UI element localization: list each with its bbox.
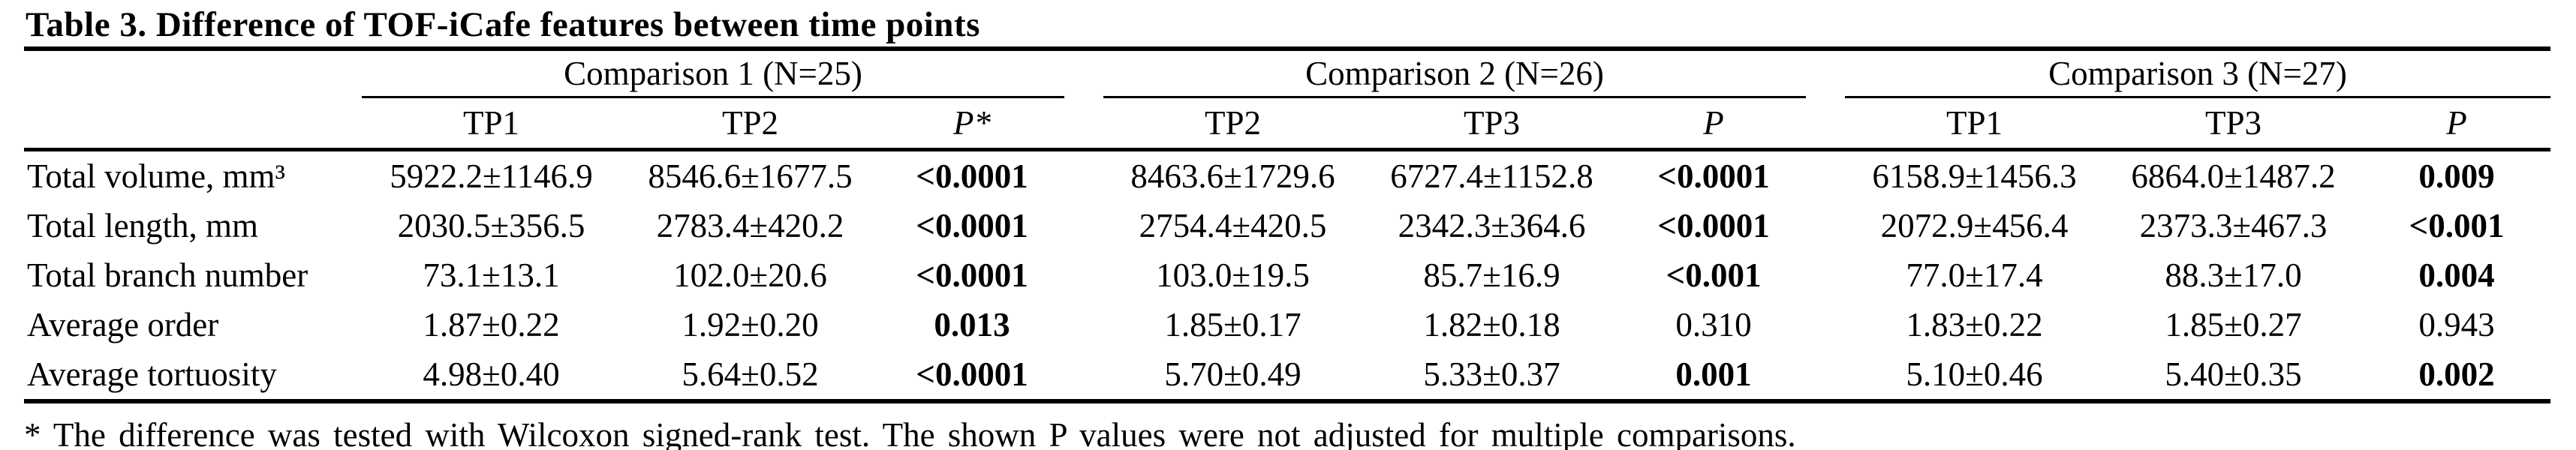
value-cell: 6727.4±1152.8 (1390, 158, 1593, 195)
value-cell: 6158.9±1456.3 (1872, 158, 2077, 195)
row-label: Average tortuosity (24, 350, 362, 404)
table-row-average-tortuosity: Average tortuosity 4.98±0.40 5.64±0.52 <… (24, 350, 2550, 404)
value-cell: 2373.3±467.3 (2139, 207, 2328, 244)
group-header-comparison-2: Comparison 2 (N=26) (1103, 46, 1806, 98)
column-gap (1806, 300, 1845, 350)
table-row-total-volume: Total volume, mm³ 5922.2±1146.9 8546.6±1… (24, 150, 2550, 202)
column-gap (1806, 250, 1845, 300)
value-cell: 8463.6±1729.6 (1130, 158, 1335, 195)
column-gap (1064, 150, 1103, 202)
value-cell: 85.7±16.9 (1423, 256, 1560, 294)
column-header-c1-tp2: TP2 (621, 97, 880, 152)
column-header-c2-tp2: TP2 (1103, 97, 1362, 152)
column-gap (1064, 250, 1103, 300)
group-header-comparison-3: Comparison 3 (N=27) (1845, 46, 2550, 98)
value-cell: 103.0±19.5 (1156, 256, 1310, 294)
p-value-cell: 0.943 (2418, 306, 2495, 344)
row-label: Total volume, mm³ (27, 158, 286, 195)
value-cell: 5.10±0.46 (1845, 350, 2104, 404)
value-cell: 2072.9±456.4 (1880, 207, 2069, 244)
stub-header-cell (24, 46, 362, 98)
p-value-cell: 0.310 (1675, 306, 1752, 344)
table-row-total-branch-number: Total branch number 73.1±13.1 102.0±20.6… (24, 250, 2550, 300)
table-row-average-order: Average order 1.87±0.22 1.92±0.20 0.013 … (24, 300, 2550, 350)
value-cell: 4.98±0.40 (362, 350, 621, 404)
p-value-cell: 0.001 (1621, 350, 1806, 404)
column-header-c1-p: P* (880, 97, 1064, 152)
value-cell: 2783.4±420.2 (656, 207, 844, 244)
p-value-cell: <0.0001 (1657, 158, 1770, 195)
p-value-cell: <0.0001 (916, 158, 1028, 195)
column-header-c3-p: P (2363, 97, 2550, 152)
value-cell: 73.1±13.1 (423, 256, 560, 294)
value-cell: 1.92±0.20 (682, 306, 819, 344)
p-value-cell: <0.0001 (1657, 207, 1770, 244)
value-cell: 5.64±0.52 (621, 350, 880, 404)
value-cell: 1.85±0.27 (2165, 306, 2302, 344)
column-gap (1064, 201, 1103, 250)
value-cell: 2030.5±356.5 (397, 207, 585, 244)
column-gap (1064, 97, 1103, 152)
group-header-row: Comparison 1 (N=25) Comparison 2 (N=26) … (24, 46, 2550, 98)
value-cell: 1.85±0.17 (1164, 306, 1302, 344)
value-cell: 5922.2±1146.9 (390, 158, 593, 195)
column-header-c3-tp3: TP3 (2104, 97, 2363, 152)
column-gap (1806, 150, 1845, 202)
column-header-c2-p: P (1621, 97, 1806, 152)
p-value-cell: 0.009 (2418, 158, 2495, 195)
p-value-cell: <0.001 (2409, 207, 2505, 244)
p-value-cell: 0.002 (2363, 350, 2550, 404)
value-cell: 1.82±0.18 (1423, 306, 1560, 344)
p-value-cell: <0.0001 (880, 350, 1064, 404)
table-row-total-length: Total length, mm 2030.5±356.5 2783.4±420… (24, 201, 2550, 250)
stub-header-cell (24, 97, 362, 152)
table-footnote: * The difference was tested with Wilcoxo… (24, 416, 1796, 450)
value-cell: 8546.6±1677.5 (648, 158, 853, 195)
column-header-c2-tp3: TP3 (1362, 97, 1621, 152)
value-cell: 88.3±17.0 (2165, 256, 2302, 294)
value-cell: 1.83±0.22 (1906, 306, 2043, 344)
column-gap (1806, 350, 1845, 404)
value-cell: 77.0±17.4 (1906, 256, 2043, 294)
group-header-comparison-1: Comparison 1 (N=25) (362, 46, 1064, 98)
row-label: Total branch number (27, 256, 308, 294)
row-label: Total length, mm (27, 207, 259, 244)
column-header-c3-tp1: TP1 (1845, 97, 2104, 152)
column-gap (1064, 46, 1103, 98)
column-gap (1806, 46, 1845, 98)
row-label: Average order (27, 306, 219, 344)
value-cell: 6864.0±1487.2 (2131, 158, 2336, 195)
column-header-c1-tp1: TP1 (362, 97, 621, 152)
tof-icafe-comparison-table: Comparison 1 (N=25) Comparison 2 (N=26) … (24, 46, 2550, 404)
column-gap (1064, 300, 1103, 350)
column-gap (1806, 97, 1845, 152)
column-header-row: TP1 TP2 P* TP2 TP3 P TP1 TP3 P (24, 97, 2550, 152)
table-title: Table 3. Difference of TOF-iCafe feature… (26, 5, 980, 44)
value-cell: 5.33±0.37 (1362, 350, 1621, 404)
p-value-cell: <0.0001 (916, 256, 1028, 294)
p-value-cell: <0.001 (1666, 256, 1762, 294)
value-cell: 5.40±0.35 (2104, 350, 2363, 404)
p-value-cell: 0.013 (934, 306, 1010, 344)
p-value-cell: 0.004 (2418, 256, 2495, 294)
column-gap (1806, 201, 1845, 250)
p-value-cell: <0.0001 (916, 207, 1028, 244)
value-cell: 1.87±0.22 (423, 306, 560, 344)
value-cell: 102.0±20.6 (673, 256, 827, 294)
column-gap (1064, 350, 1103, 404)
value-cell: 5.70±0.49 (1103, 350, 1362, 404)
value-cell: 2342.3±364.6 (1398, 207, 1586, 244)
value-cell: 2754.4±420.5 (1139, 207, 1327, 244)
